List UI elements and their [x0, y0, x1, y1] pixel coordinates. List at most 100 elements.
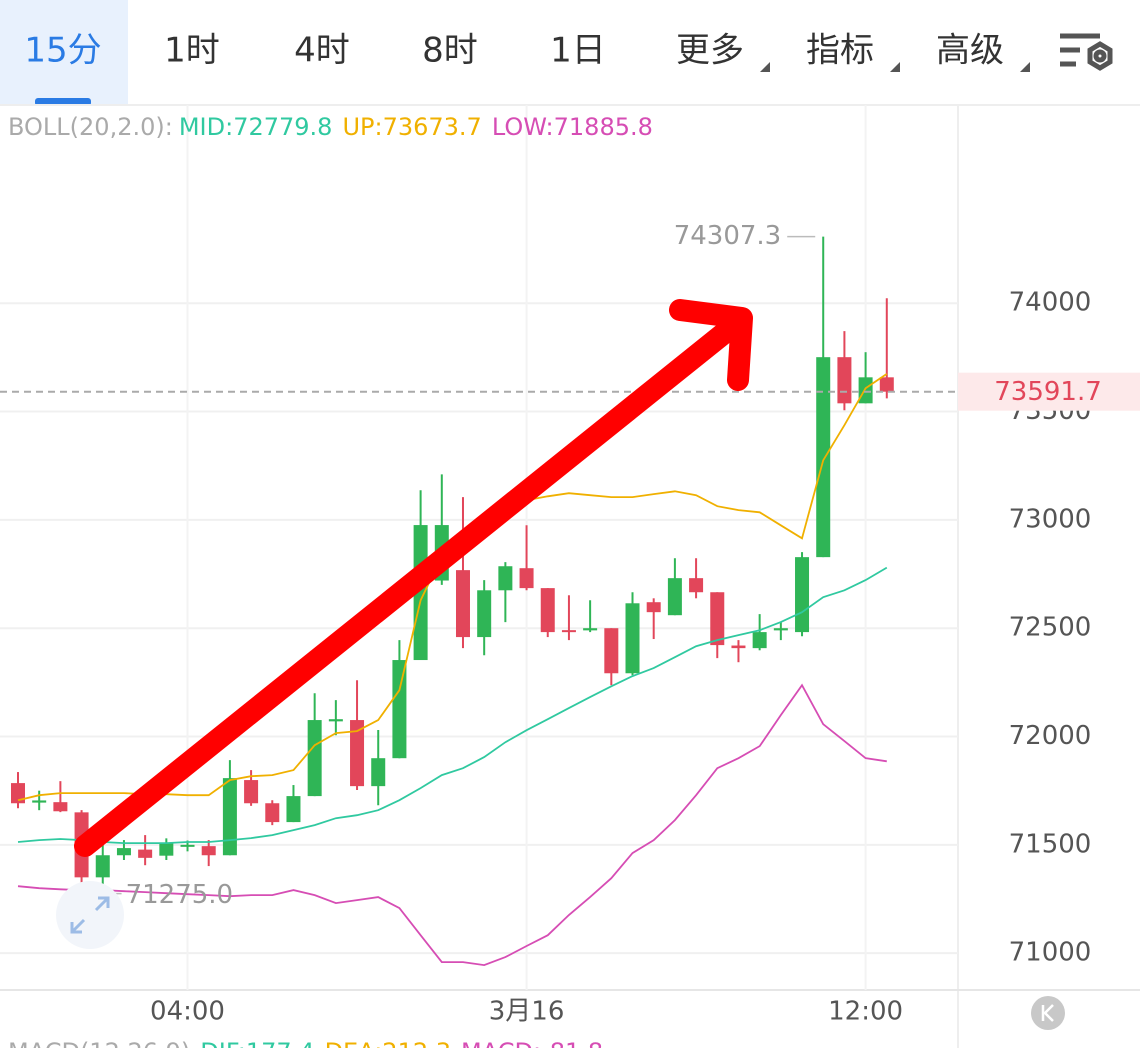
candle-body [795, 557, 810, 633]
expand-icon [70, 896, 110, 934]
last-price-bg [958, 372, 1140, 411]
candle [455, 497, 470, 649]
candle [371, 730, 386, 806]
tab-label: 15分 [24, 31, 101, 71]
candle [95, 845, 110, 888]
dropdown-caret [890, 62, 900, 72]
legend-name: LOW: [492, 113, 554, 141]
candle [286, 785, 301, 823]
legend-value: 72779.8 [233, 113, 332, 141]
candle-body [837, 357, 852, 404]
candle [710, 592, 725, 659]
y-tick-label: 73000 [1009, 504, 1092, 534]
icon-dot [1093, 49, 1107, 63]
button-icon [1041, 1004, 1054, 1022]
candle-body [752, 632, 767, 649]
candle-body [455, 570, 470, 638]
candle-body [498, 566, 513, 591]
candle-body [53, 802, 68, 812]
boll-legend: BOLL(20,2.0): MID:72779.8 UP:73673.7 LOW:71… [8, 113, 653, 141]
tab[interactable]: 4时 [294, 31, 350, 71]
candle-body [328, 719, 343, 722]
candle-body [138, 849, 153, 858]
candle-body [371, 758, 386, 787]
legend-value: 71885.8 [554, 113, 653, 141]
button-bg [56, 881, 124, 949]
plot: 7100071500720007250073000735007400004:00… [0, 105, 1140, 1027]
candle [392, 640, 407, 759]
candle [879, 298, 894, 399]
tab-bar: 15分 1时 4时 8时 1日 更多 指标 高级 [0, 0, 1030, 106]
candle-body [773, 628, 788, 631]
settings-icon[interactable] [1060, 33, 1113, 71]
candle-body [646, 602, 661, 613]
tab[interactable]: 1日 [550, 31, 606, 71]
y-tick-label: 74000 [1009, 288, 1092, 318]
candle [731, 640, 746, 663]
candle [752, 614, 767, 651]
tab[interactable]: 8时 [422, 31, 478, 71]
tab[interactable]: 1时 [164, 31, 220, 71]
candle [667, 558, 682, 616]
tab-label: 指标 [806, 31, 874, 71]
candle-body [307, 720, 322, 797]
candle-body [413, 525, 428, 661]
candle-body [816, 357, 831, 558]
candle [858, 352, 873, 404]
x-tick-label: 12:00 [828, 997, 903, 1027]
tab[interactable]: 更多 [676, 31, 770, 73]
candle [604, 628, 619, 686]
candle [328, 700, 343, 736]
icon-line [98, 896, 110, 908]
candle-body [879, 377, 894, 392]
tab-label: 8时 [422, 31, 478, 71]
y-tick-label: 71500 [1009, 829, 1092, 859]
candle-body [477, 590, 492, 638]
candle-body [116, 848, 131, 856]
candle [32, 790, 47, 811]
candle-body [286, 796, 301, 823]
candle [583, 600, 598, 633]
expand-button[interactable] [56, 881, 124, 949]
high-label: 74307.3 [674, 221, 782, 251]
candle [477, 580, 492, 656]
macd-title: MACD(12,26,9) [8, 1038, 190, 1048]
icon-line [70, 922, 82, 934]
icon-line [94, 896, 110, 912]
tab[interactable]: 指标 [806, 31, 900, 73]
candle [159, 838, 174, 861]
candle-body [222, 778, 237, 856]
candle-body [561, 630, 576, 633]
scroll-left-button[interactable] [1031, 996, 1065, 1030]
candle-body [265, 803, 280, 823]
low-label: 71275.0 [126, 880, 234, 910]
candle-body [583, 628, 598, 631]
drawn-arrow [74, 299, 753, 857]
candle [540, 588, 555, 638]
candle [11, 772, 25, 809]
tab-label: 更多 [676, 31, 744, 71]
tab[interactable]: 高级 [936, 31, 1030, 73]
candle-body [159, 842, 174, 856]
candle [561, 595, 576, 641]
candle-body [392, 660, 407, 759]
boll-line [17, 683, 887, 967]
candle [265, 800, 280, 826]
tab[interactable]: 15分 [0, 0, 128, 106]
candle [519, 525, 534, 591]
boll-line [17, 566, 888, 844]
button-bg [1031, 996, 1065, 1030]
candle [201, 840, 216, 867]
candle-body [540, 588, 555, 633]
candle [350, 680, 365, 791]
tab-selected-bg [0, 0, 128, 105]
x-tick-label: 04:00 [150, 997, 225, 1027]
legend-name: MID: [179, 113, 233, 141]
dropdown-caret [760, 62, 770, 72]
legend-title: BOLL(20,2.0): [8, 113, 173, 141]
candle-body [180, 844, 195, 847]
candle [625, 592, 640, 676]
tab-label: 1日 [550, 31, 606, 71]
